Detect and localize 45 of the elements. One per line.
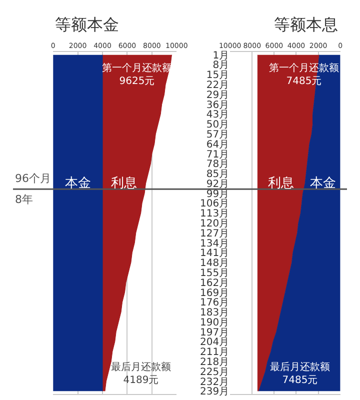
y-tick-label: 71月 bbox=[206, 149, 230, 160]
y-tick-label: 120月 bbox=[200, 218, 230, 230]
y-tick-label: 169月 bbox=[200, 288, 230, 299]
y-tick-label: 29月 bbox=[206, 90, 230, 101]
y-tick-label: 8月 bbox=[212, 60, 230, 72]
ref-line-label: 96个月 bbox=[15, 172, 51, 185]
y-tick-label: 127月 bbox=[200, 228, 230, 240]
y-tick-label: 232月 bbox=[200, 376, 230, 388]
annotation: 最后月还款额 4189元 bbox=[111, 361, 171, 386]
series-label: 利息 bbox=[268, 176, 294, 191]
y-tick-label: 43月 bbox=[206, 110, 230, 121]
y-tick-label: 36月 bbox=[206, 100, 230, 111]
y-tick-label: 148月 bbox=[200, 258, 230, 270]
text: 8年 bbox=[15, 193, 33, 206]
y-tick-label: 225月 bbox=[200, 366, 230, 378]
y-tick-label: 92月 bbox=[206, 178, 230, 190]
series-label: 本金 bbox=[310, 176, 336, 191]
y-tick-label: 141月 bbox=[200, 248, 230, 260]
y-tick-label: 50月 bbox=[206, 120, 230, 131]
series-label: 本金 bbox=[65, 176, 91, 191]
y-tick-label: 99月 bbox=[206, 188, 230, 200]
chart-title: 等额本息 bbox=[274, 15, 338, 34]
y-tick-label: 155月 bbox=[200, 268, 230, 279]
y-tick-label: 85月 bbox=[206, 169, 230, 180]
y-tick-label: 239月 bbox=[200, 386, 230, 398]
y-tick-label: 134月 bbox=[200, 238, 230, 250]
y-tick-label: 1月 bbox=[212, 50, 230, 62]
y-tick-label: 64月 bbox=[206, 139, 230, 150]
y-tick-label: 78月 bbox=[206, 159, 230, 170]
y-tick-label: 204月 bbox=[200, 337, 230, 348]
y-tick-label: 22月 bbox=[206, 80, 230, 91]
y-tick-label: 113月 bbox=[200, 208, 230, 220]
y-tick-label: 190月 bbox=[200, 317, 230, 328]
annotation: 最后月还款额 7485元 bbox=[270, 361, 330, 386]
y-tick-label: 183月 bbox=[200, 308, 230, 319]
y-tick-label: 218月 bbox=[200, 357, 230, 368]
y-tick-label: 162月 bbox=[200, 278, 230, 289]
y-tick-label: 15月 bbox=[206, 70, 230, 82]
y-tick-label: 57月 bbox=[206, 129, 230, 140]
series-label: 利息 bbox=[111, 176, 137, 191]
y-tick-label: 106月 bbox=[200, 198, 230, 210]
chart-title: 等额本金 bbox=[55, 15, 119, 34]
y-tick-label: 176月 bbox=[200, 298, 230, 309]
y-tick-label: 211月 bbox=[200, 347, 230, 358]
y-tick-label: 197月 bbox=[200, 327, 230, 338]
